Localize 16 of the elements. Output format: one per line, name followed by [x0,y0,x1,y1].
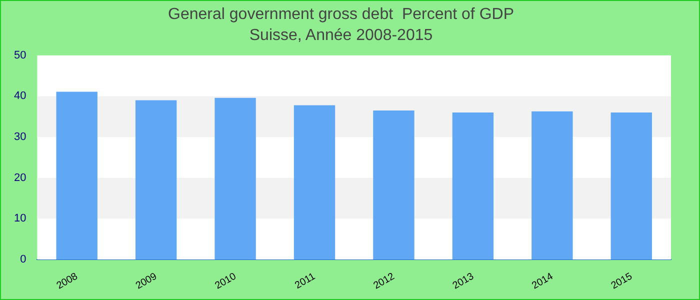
x-tick-label: 2014 [530,270,556,292]
x-tick-label: 2010 [213,270,239,292]
chart-subtitle: Suisse, Année 2008-2015 [249,27,433,44]
x-tick-label: 2009 [134,270,160,292]
y-tick-label: 30 [14,131,26,144]
y-tick-label: 40 [14,90,26,102]
y-tick-label: 50 [14,49,26,62]
y-tick-label: 20 [14,172,26,184]
x-tick-label: 2012 [372,270,397,292]
x-tick-label: 2015 [609,270,635,292]
chart-title: General government gross debt Percent of GDP [168,6,514,24]
x-tick-label: 2008 [54,270,80,292]
x-tick-label: 2011 [293,270,318,292]
y-tick-label: 0 [20,254,26,266]
y-tick-label: 10 [14,212,26,225]
x-tick-label: 2013 [451,270,476,292]
